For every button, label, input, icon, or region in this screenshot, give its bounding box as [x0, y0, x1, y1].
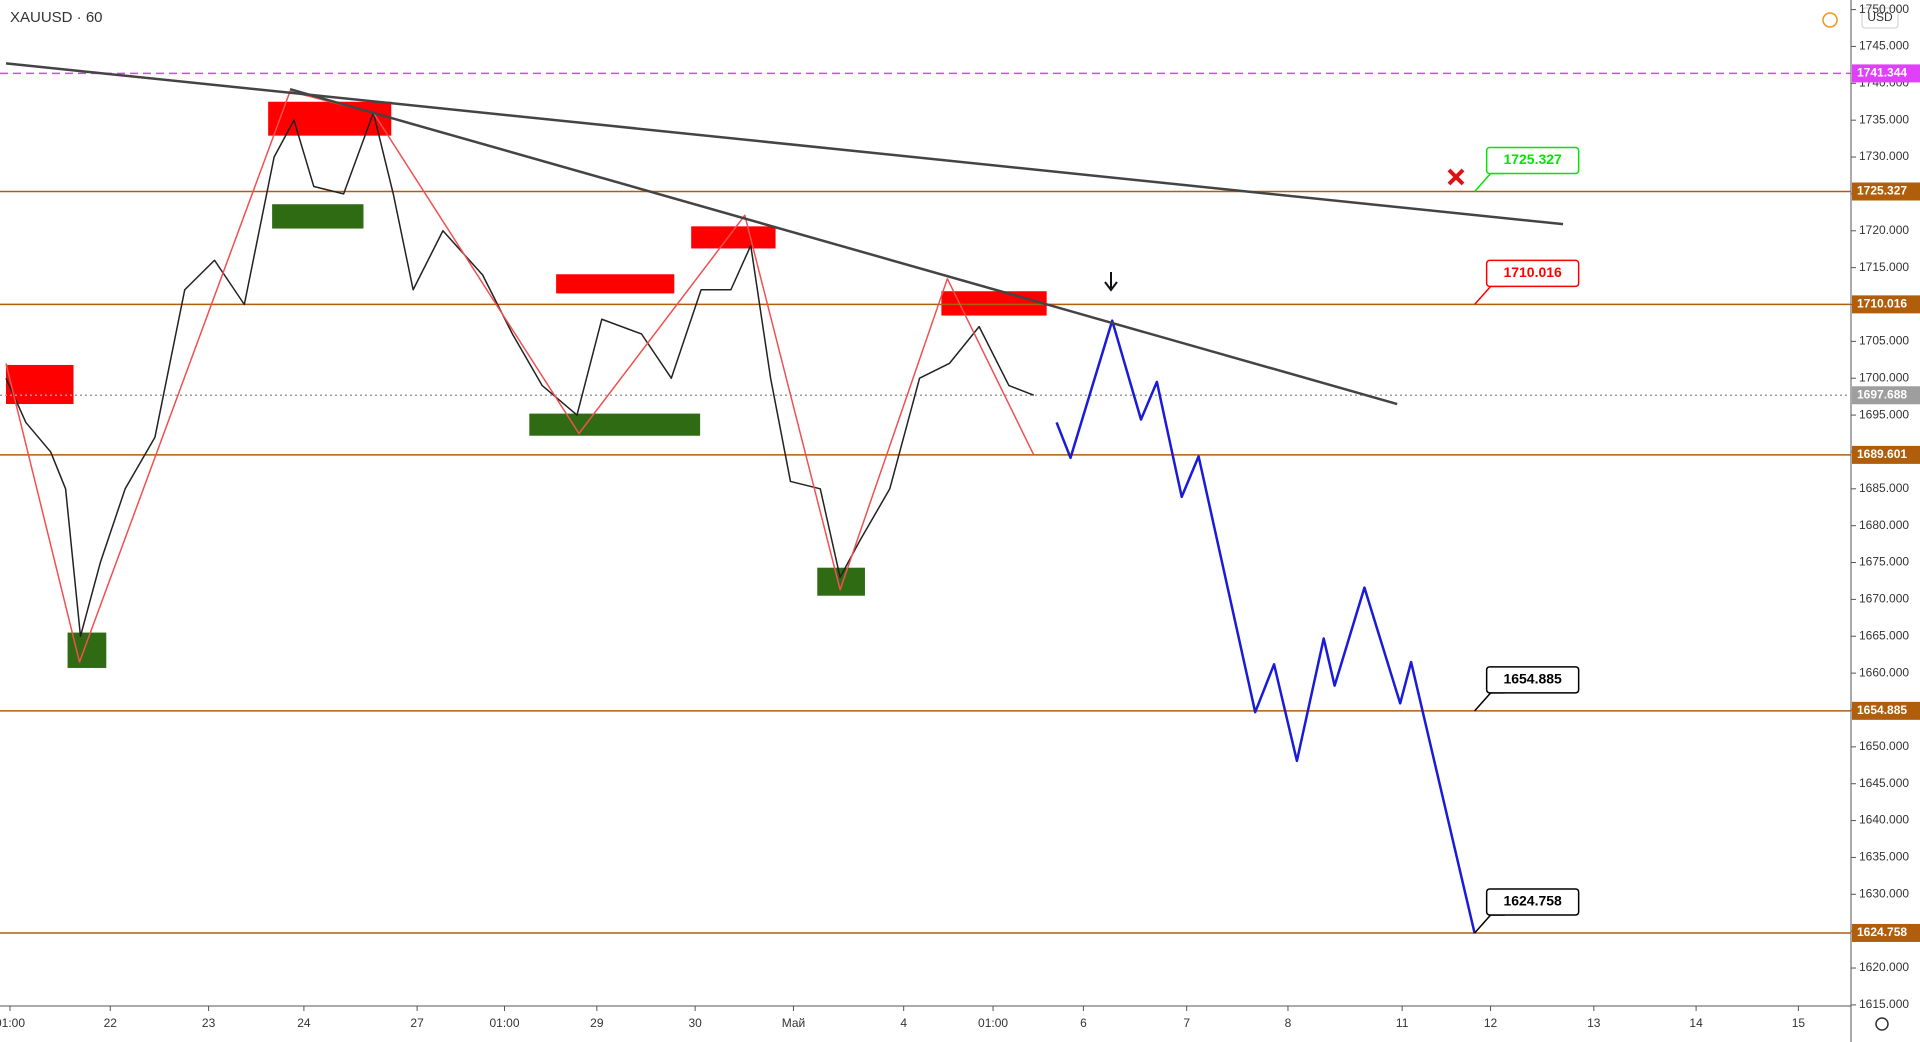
y-tick-label: 1635.000: [1859, 850, 1909, 864]
level-label: 1697.688: [1857, 387, 1907, 401]
alert-icon[interactable]: [1822, 12, 1838, 28]
down-arrow: [1104, 272, 1118, 292]
callout-box: [1485, 888, 1580, 916]
y-tick-label: 1650.000: [1859, 739, 1909, 753]
y-tick-label: 1670.000: [1859, 592, 1909, 606]
x-tick-label: 23: [202, 1016, 216, 1030]
zone: [268, 101, 392, 136]
level-tag: [1852, 445, 1920, 464]
x-tick-label: 11: [1396, 1016, 1409, 1030]
y-tick-label: 1730.000: [1859, 149, 1909, 163]
x-tick-label: 14: [1689, 1016, 1703, 1030]
y-tick-label: 1680.000: [1859, 518, 1909, 532]
zone: [6, 364, 74, 405]
x-tick-label: 30: [688, 1016, 702, 1030]
zigzag: [5, 90, 1035, 663]
level-label: 1654.885: [1857, 703, 1907, 717]
y-tick-label: 1750.000: [1859, 2, 1909, 16]
y-tick-label: 1640.000: [1859, 813, 1909, 827]
trendline-2: [289, 88, 1398, 406]
zone: [529, 413, 701, 436]
x-tick-label: 01:00: [0, 1016, 25, 1030]
cross-mark: [1447, 168, 1465, 186]
x-tick-label: 24: [297, 1016, 311, 1030]
y-tick-label: 1665.000: [1859, 628, 1909, 642]
x-tick-label: 12: [1484, 1016, 1498, 1030]
y-tick-label: 1705.000: [1859, 334, 1909, 348]
symbol-title: XAUUSD · 60: [10, 9, 103, 26]
callout-label: 1654.885: [1503, 671, 1562, 687]
level-label: 1741.344: [1857, 66, 1907, 80]
y-tick-label: 1615.000: [1859, 997, 1909, 1011]
x-tick-label: 01:00: [489, 1016, 519, 1030]
callout-box: [1485, 146, 1580, 175]
y-tick-label: 1735.000: [1859, 112, 1909, 126]
level-label: 1710.016: [1857, 297, 1907, 311]
x-tick-label: 7: [1183, 1016, 1190, 1030]
x-tick-label: 22: [104, 1016, 118, 1030]
y-tick-label: 1675.000: [1859, 555, 1909, 569]
level-label: 1725.327: [1857, 184, 1907, 198]
level-label: 1689.601: [1857, 447, 1907, 461]
level-tag: [1852, 701, 1920, 720]
y-tick-label: 1720.000: [1859, 223, 1909, 237]
x-tick-label: 15: [1792, 1016, 1806, 1030]
y-tick-label: 1645.000: [1859, 776, 1909, 790]
y-tick-label: 1700.000: [1859, 370, 1909, 384]
y-tick-label: 1630.000: [1859, 886, 1909, 900]
level-tag: [1852, 64, 1920, 83]
level-tag: [1852, 386, 1920, 405]
callout-label: 1624.758: [1503, 893, 1562, 909]
level-tag: [1852, 923, 1920, 942]
zone: [272, 204, 364, 229]
x-tick-label: 27: [410, 1016, 424, 1030]
x-tick-label: 01:00: [978, 1016, 1008, 1030]
zone: [691, 226, 776, 249]
zone: [556, 274, 675, 294]
projection: [1055, 319, 1476, 934]
y-tick-label: 1685.000: [1859, 481, 1909, 495]
x-tick-label: 6: [1080, 1016, 1087, 1030]
callout-label: 1725.327: [1503, 151, 1562, 167]
y-tick-label: 1620.000: [1859, 960, 1909, 974]
x-tick-label: 4: [900, 1016, 907, 1030]
currency: USD: [1867, 10, 1893, 24]
callout-box: [1485, 259, 1580, 288]
level-tag: [1852, 182, 1920, 201]
callout-label: 1710.016: [1503, 264, 1562, 280]
y-tick-label: 1745.000: [1859, 39, 1909, 53]
x-tick-label: 13: [1587, 1016, 1601, 1030]
x-tick-label: 29: [590, 1016, 604, 1030]
settings-icon[interactable]: [1875, 1017, 1889, 1031]
trendline-1: [5, 62, 1564, 226]
x-tick-label: Май: [782, 1016, 806, 1030]
currency-box: [1861, 7, 1899, 29]
callout-box: [1485, 666, 1580, 694]
y-tick-label: 1715.000: [1859, 260, 1909, 274]
zone: [941, 291, 1047, 316]
y-tick-label: 1695.000: [1859, 407, 1909, 421]
level-label: 1624.758: [1857, 925, 1907, 939]
x-tick-label: 8: [1285, 1016, 1292, 1030]
level-tag: [1852, 295, 1920, 314]
zone: [817, 567, 865, 596]
y-tick-label: 1660.000: [1859, 665, 1909, 679]
